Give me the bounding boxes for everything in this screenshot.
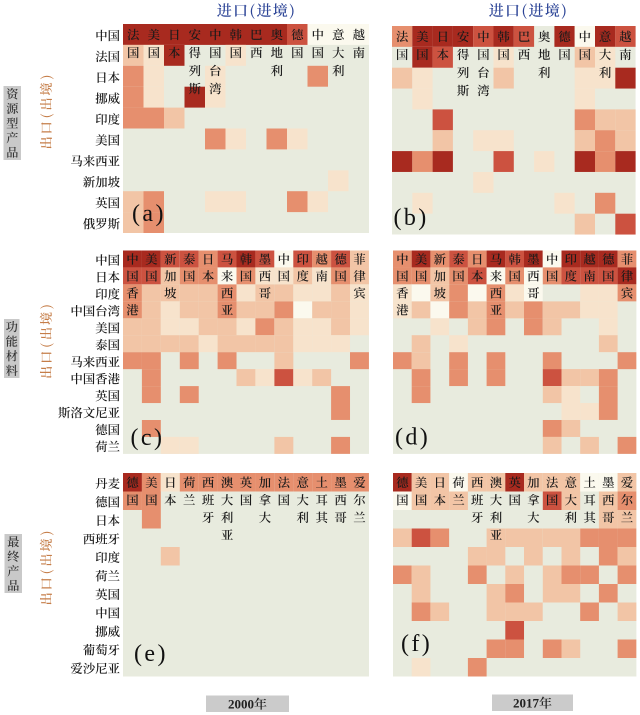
svg-text:2000: 2000 <box>228 696 254 711</box>
svg-text:(f): (f) <box>401 631 432 657</box>
svg-text:(e): (e) <box>134 641 168 667</box>
svg-text:(b): (b) <box>394 205 429 231</box>
svg-text:(c): (c) <box>131 425 165 451</box>
svg-text:(a): (a) <box>132 201 166 227</box>
svg-text:2017: 2017 <box>513 695 540 710</box>
svg-text:(d): (d) <box>395 425 430 451</box>
